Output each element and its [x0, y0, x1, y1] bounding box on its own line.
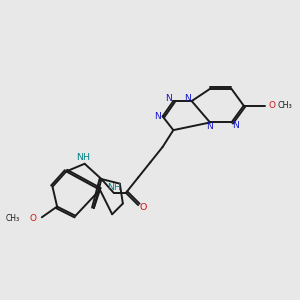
Text: NH: NH	[76, 154, 90, 163]
Text: CH₃: CH₃	[5, 214, 20, 223]
Text: O: O	[29, 214, 36, 223]
Text: O: O	[140, 203, 147, 212]
Text: N: N	[184, 94, 191, 103]
Text: O: O	[268, 101, 275, 110]
Text: N: N	[232, 121, 239, 130]
Text: NH: NH	[108, 183, 122, 192]
Text: N: N	[165, 94, 172, 103]
Text: CH₃: CH₃	[278, 101, 292, 110]
Text: N: N	[154, 112, 160, 122]
Text: N: N	[206, 122, 213, 131]
